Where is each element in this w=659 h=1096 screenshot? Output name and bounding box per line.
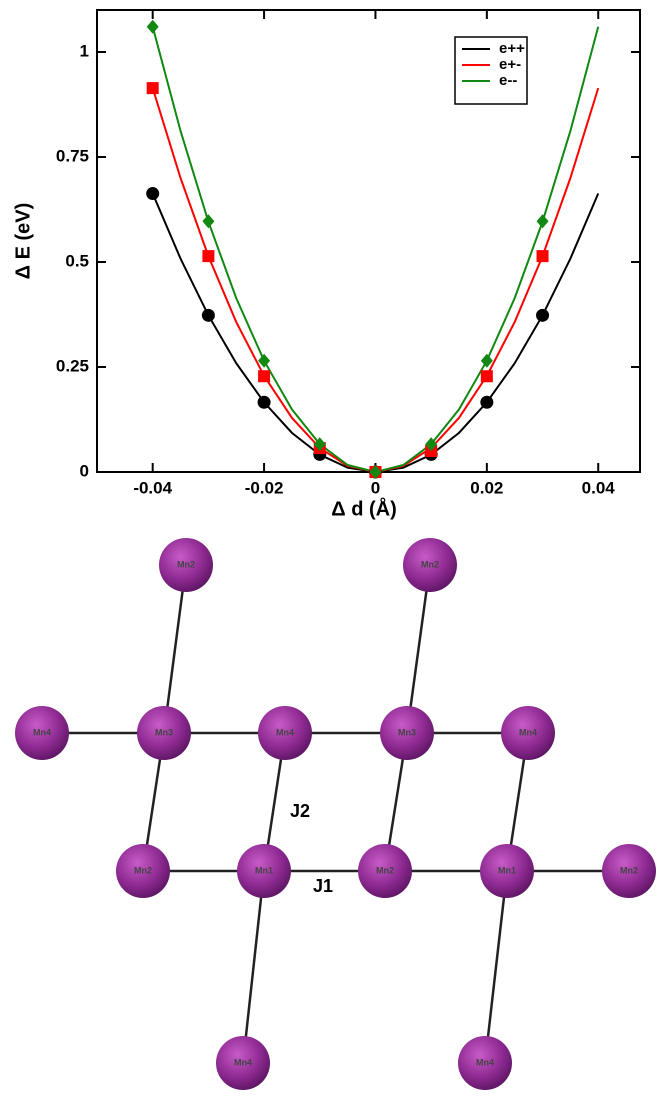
legend-label: e+- (499, 56, 521, 73)
legend-label: e++ (499, 40, 525, 57)
coupling-label: J2 (290, 801, 310, 821)
bond (162, 564, 188, 734)
x-tick-label: 0 (371, 478, 380, 497)
atom (116, 844, 170, 898)
atom (501, 706, 555, 760)
coupling-label: J1 (313, 876, 333, 896)
y-tick-label: 0.75 (56, 146, 89, 165)
atom-label: Mn2 (134, 865, 152, 875)
y-tick-label: 1 (80, 41, 89, 60)
data-point (258, 353, 271, 368)
atom-label: Mn3 (398, 727, 416, 737)
atom (380, 706, 434, 760)
bond (405, 564, 432, 734)
x-tick-label: -0.04 (133, 478, 172, 497)
atom (137, 706, 191, 760)
atom (458, 1036, 512, 1090)
atom-label: Mn4 (476, 1057, 494, 1067)
atom-label: Mn4 (234, 1057, 252, 1067)
x-tick-label: 0.02 (470, 478, 503, 497)
data-point (369, 465, 382, 479)
y-axis-title: Δ E (eV) (12, 203, 34, 280)
atom (237, 844, 291, 898)
atom-label: Mn1 (498, 865, 516, 875)
y-tick-label: 0 (80, 461, 89, 480)
data-point (313, 437, 326, 452)
data-point (425, 437, 438, 452)
data-point (480, 395, 494, 409)
x-tick-label: -0.02 (245, 478, 284, 497)
atom (602, 844, 656, 898)
data-point (480, 353, 493, 368)
data-point (146, 187, 160, 201)
atom-label: Mn4 (519, 727, 537, 737)
atom-label: Mn4 (276, 727, 294, 737)
data-point (480, 370, 493, 383)
bond (241, 870, 266, 1064)
data-point (201, 308, 215, 322)
atom (358, 844, 412, 898)
plot-frame (96, 9, 641, 473)
fit-curve (151, 26, 600, 474)
data-point (146, 19, 159, 34)
x-tick-label: 0.04 (582, 478, 616, 497)
atom (403, 538, 457, 592)
x-axis-title: Δ d (Å) (331, 496, 396, 520)
bond (483, 870, 509, 1064)
atom (216, 1036, 270, 1090)
atom-label: Mn4 (33, 727, 51, 737)
atom-label: Mn1 (255, 865, 273, 875)
atom-label: Mn2 (620, 865, 638, 875)
atom (159, 538, 213, 592)
data-point (536, 214, 549, 229)
y-tick-label: 0.5 (65, 251, 89, 270)
fit-curve (151, 193, 600, 474)
data-point (202, 214, 215, 229)
data-point (202, 250, 215, 263)
atom (15, 706, 69, 760)
atom-label: Mn2 (376, 865, 394, 875)
data-point (146, 82, 159, 95)
atom-label: Mn2 (421, 559, 439, 569)
atom (258, 706, 312, 760)
legend-label: e-- (499, 72, 517, 89)
atom-label: Mn3 (155, 727, 173, 737)
data-point (536, 250, 549, 263)
atom-label: Mn2 (177, 559, 195, 569)
data-point (536, 308, 550, 322)
y-tick-label: 0.25 (56, 356, 89, 375)
atom (480, 844, 534, 898)
fit-curve (151, 87, 600, 474)
data-point (257, 395, 271, 409)
data-point (258, 370, 271, 383)
